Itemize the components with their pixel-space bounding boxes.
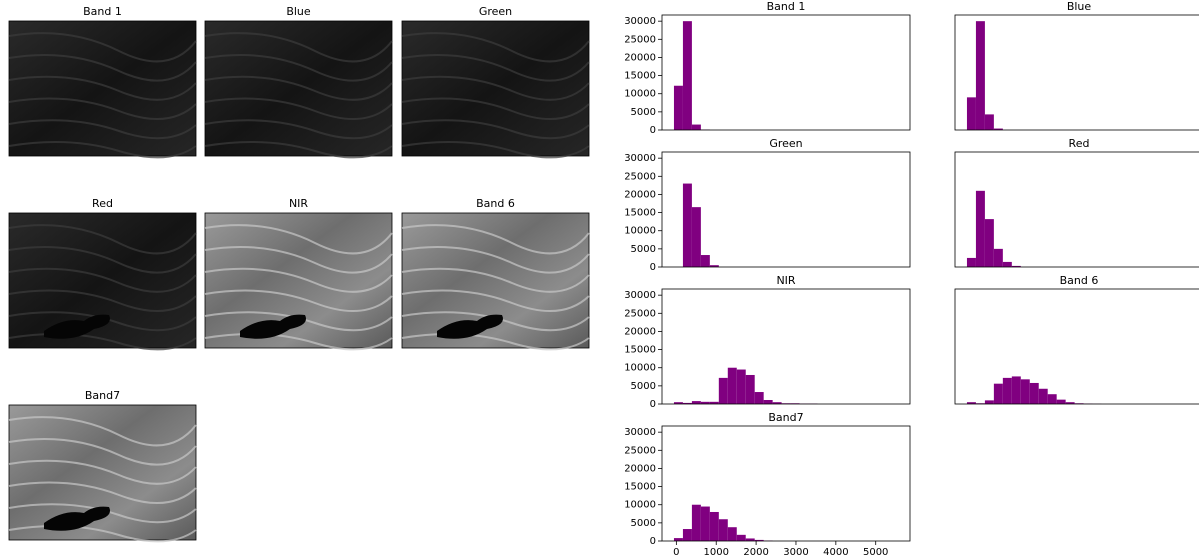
chart-title: Blue — [1067, 0, 1092, 13]
histogram-bar — [701, 507, 710, 541]
chart-title: NIR — [776, 274, 795, 287]
histogram-bar — [1030, 383, 1039, 404]
histogram-bar — [737, 535, 746, 541]
histogram-bar — [719, 378, 728, 404]
axes-frame — [955, 289, 1199, 404]
y-tick-label: 10000 — [624, 226, 656, 237]
histogram-bar — [976, 191, 985, 267]
y-tick-label: 5000 — [631, 244, 656, 255]
histogram-bar — [967, 97, 976, 130]
histogram-bar — [710, 512, 719, 541]
y-tick-label: 30000 — [624, 153, 656, 164]
histogram-bar — [683, 21, 692, 130]
histogram-bar — [1048, 394, 1057, 404]
figure: Band 1 Blue Green Red NIR Band 6 Band7 0 5000 100… — [0, 0, 1199, 555]
histogram-bar — [985, 114, 994, 130]
x-tick-label: 3000 — [783, 547, 808, 555]
chart-title: Red — [1069, 137, 1090, 150]
chart-title: Band 6 — [1060, 274, 1099, 287]
y-tick-label: 15000 — [624, 71, 656, 82]
band-image — [402, 21, 589, 156]
y-tick-label: 5000 — [631, 518, 656, 529]
band-image — [9, 405, 196, 540]
y-tick-label: 20000 — [624, 463, 656, 474]
histogram-bar — [1021, 379, 1030, 404]
histogram-bar — [764, 400, 773, 404]
histogram-bar — [994, 249, 1003, 267]
y-tick-label: 25000 — [624, 445, 656, 456]
y-tick-label: 10000 — [624, 89, 656, 100]
y-tick-label: 30000 — [624, 290, 656, 301]
histogram-bar — [985, 219, 994, 267]
histogram-bar — [737, 370, 746, 404]
image-title: NIR — [289, 197, 308, 210]
y-tick-label: 20000 — [624, 189, 656, 200]
x-tick-label: 1000 — [703, 547, 728, 555]
y-tick-label: 25000 — [624, 171, 656, 182]
histogram-bar — [692, 207, 701, 267]
y-tick-label: 30000 — [624, 16, 656, 27]
y-tick-label: 15000 — [624, 345, 656, 356]
band-image — [9, 21, 196, 156]
x-tick-label: 5000 — [863, 547, 888, 555]
y-tick-label: 20000 — [624, 52, 656, 63]
histogram-bar — [994, 384, 1003, 404]
band-image — [402, 213, 589, 348]
image-title: Green — [479, 5, 512, 18]
band-image — [205, 213, 392, 348]
y-tick-label: 20000 — [624, 326, 656, 337]
histogram-bar — [755, 392, 764, 404]
axes-frame — [955, 15, 1199, 130]
y-tick-label: 15000 — [624, 208, 656, 219]
x-tick-label: 0 — [673, 547, 679, 555]
histogram-bar — [674, 86, 683, 130]
y-tick-label: 25000 — [624, 308, 656, 319]
y-tick-label: 5000 — [631, 107, 656, 118]
band-image — [205, 21, 392, 156]
axes-frame — [662, 289, 910, 404]
chart-title: Band7 — [768, 411, 803, 424]
image-title: Red — [92, 197, 113, 210]
histogram-bar — [683, 184, 692, 267]
y-tick-label: 5000 — [631, 381, 656, 392]
histogram-bar — [692, 505, 701, 541]
y-tick-label: 0 — [650, 399, 656, 410]
band-image — [9, 213, 196, 348]
y-tick-label: 0 — [650, 262, 656, 273]
image-title: Band 1 — [83, 5, 122, 18]
y-tick-label: 10000 — [624, 500, 656, 511]
histogram-bar — [674, 538, 683, 541]
histogram-bar — [967, 258, 976, 267]
histogram-bar — [692, 125, 701, 130]
y-tick-label: 0 — [650, 125, 656, 136]
histogram-bar — [746, 375, 755, 404]
x-tick-label: 4000 — [823, 547, 848, 555]
axes-frame — [662, 15, 910, 130]
y-tick-label: 15000 — [624, 482, 656, 493]
histogram-bar — [1003, 378, 1012, 404]
histogram-bar — [976, 21, 985, 130]
histogram-bar — [692, 401, 701, 404]
histogram-bar — [701, 255, 710, 267]
chart-title: Band 1 — [767, 0, 806, 13]
histogram-bar — [985, 400, 994, 404]
histogram-bar — [719, 519, 728, 541]
y-tick-label: 0 — [650, 536, 656, 547]
histogram-bar — [683, 529, 692, 541]
histogram-bar — [728, 368, 737, 404]
image-title: Band7 — [85, 389, 120, 402]
y-tick-label: 30000 — [624, 427, 656, 438]
y-tick-label: 10000 — [624, 363, 656, 374]
y-tick-label: 25000 — [624, 34, 656, 45]
histogram-bar — [1003, 262, 1012, 267]
image-title: Blue — [286, 5, 311, 18]
histogram-bar — [1057, 400, 1066, 404]
chart-title: Green — [769, 137, 802, 150]
histogram-bar — [728, 527, 737, 541]
image-title: Band 6 — [476, 197, 515, 210]
x-tick-label: 2000 — [743, 547, 768, 555]
histogram-bar — [1012, 376, 1021, 404]
histogram-bar — [1039, 389, 1048, 404]
